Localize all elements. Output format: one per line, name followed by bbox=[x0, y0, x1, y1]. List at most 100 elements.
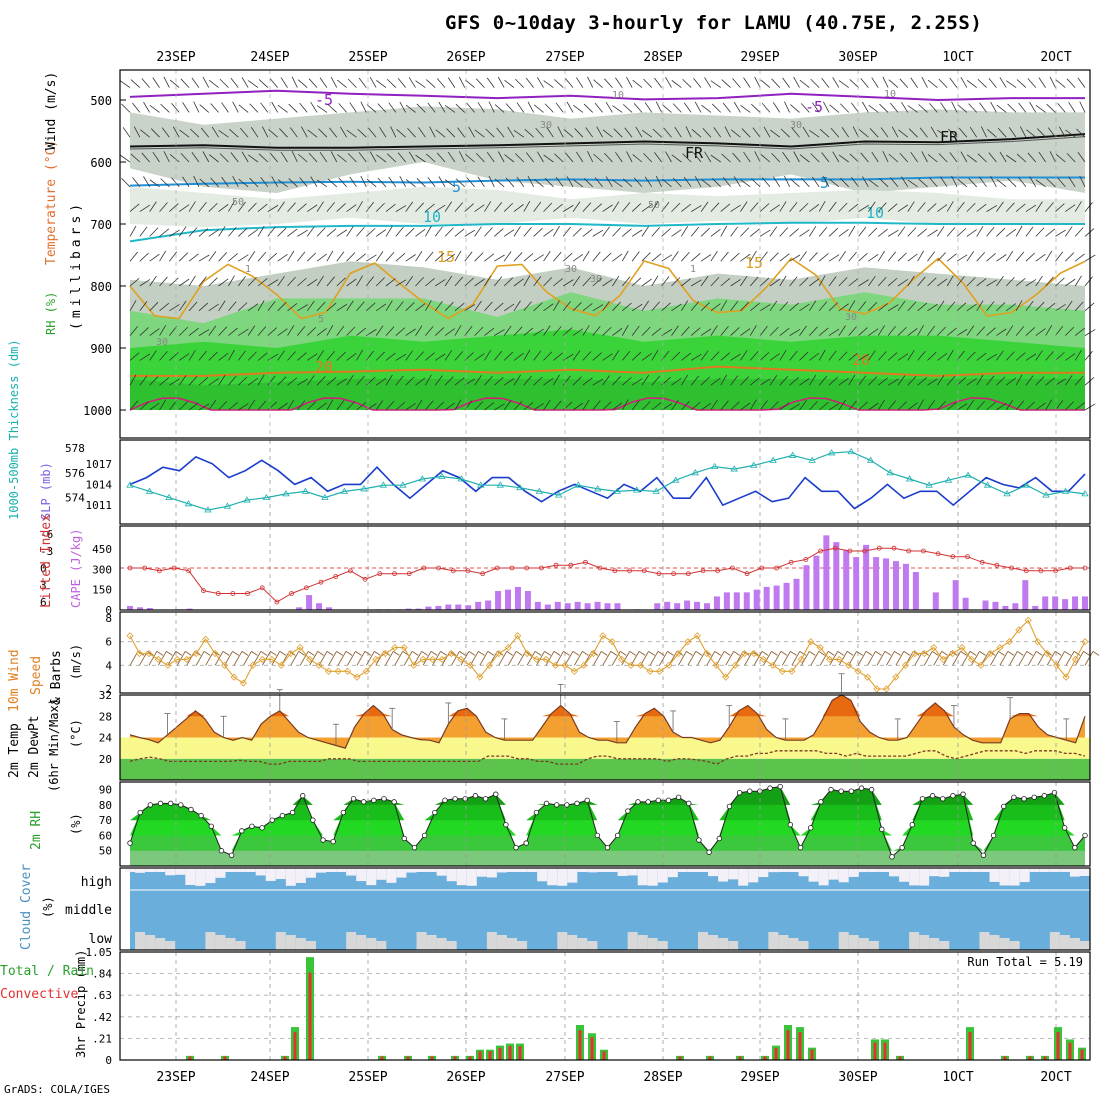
li-tick-label: 3 bbox=[40, 579, 47, 592]
wind-barb-10m bbox=[555, 651, 564, 666]
wind-barb bbox=[513, 204, 524, 212]
li-marker bbox=[876, 545, 882, 551]
thickness-marker bbox=[126, 481, 134, 488]
wind-barb bbox=[898, 129, 909, 138]
wind-barb bbox=[633, 103, 643, 113]
wind-barb-flag bbox=[1054, 650, 1062, 656]
wind-barb bbox=[594, 102, 603, 113]
date-label-bottom: 27SEP bbox=[545, 1070, 584, 1085]
wind-barb bbox=[1045, 250, 1053, 262]
high-cloud-clear bbox=[718, 868, 729, 882]
wind-barb bbox=[375, 277, 385, 287]
wind-barb bbox=[553, 326, 562, 336]
wind-barb bbox=[316, 301, 326, 312]
wind-barb bbox=[665, 77, 672, 88]
wind-barb bbox=[779, 275, 787, 287]
precip-panel-frame bbox=[119, 951, 1091, 1061]
wind-barb bbox=[535, 127, 544, 138]
thickness-marker bbox=[243, 496, 251, 503]
wind-speed-marker bbox=[845, 661, 853, 669]
wind-barb bbox=[503, 351, 514, 361]
contour-label: 10 bbox=[423, 208, 441, 226]
precip-convective-bar bbox=[406, 1056, 410, 1060]
wind-barb bbox=[720, 300, 728, 311]
wind-barb bbox=[632, 154, 643, 163]
wind-barb bbox=[399, 101, 407, 113]
cape-bar bbox=[127, 605, 133, 610]
wind-barb bbox=[379, 126, 387, 138]
wind-barb bbox=[789, 228, 799, 237]
wind-barb bbox=[297, 352, 307, 361]
wind-barb-flag bbox=[837, 650, 844, 656]
li-marker bbox=[347, 568, 353, 574]
wind-barb bbox=[434, 279, 446, 287]
rh-marker bbox=[635, 799, 641, 805]
wind-barb bbox=[149, 350, 157, 361]
high-cloud-clear bbox=[1009, 868, 1020, 886]
wind-barb bbox=[832, 151, 840, 163]
wind-barb bbox=[769, 326, 779, 336]
precip-convective-bar bbox=[1080, 1049, 1084, 1060]
wind-barb bbox=[937, 129, 948, 138]
wind-barb bbox=[878, 303, 888, 312]
thickness-marker bbox=[399, 481, 407, 488]
wind-barb bbox=[426, 79, 436, 88]
wind-barb bbox=[239, 127, 249, 138]
wind-barb bbox=[188, 275, 196, 287]
rh-marker bbox=[371, 797, 377, 804]
wind-barb-10m bbox=[148, 651, 158, 666]
precip-convective-bar bbox=[380, 1056, 384, 1060]
wind-barb bbox=[347, 153, 357, 163]
wind-barb bbox=[730, 375, 739, 386]
li-marker bbox=[641, 568, 647, 574]
wind-barb bbox=[271, 101, 279, 113]
wind-barb bbox=[927, 203, 937, 212]
wind-barb bbox=[936, 300, 945, 312]
wind-barb bbox=[1065, 353, 1076, 361]
wind-barb bbox=[583, 103, 594, 113]
wind-barb bbox=[505, 103, 515, 113]
high-cloud-clear bbox=[708, 868, 719, 877]
wind-barb bbox=[651, 227, 660, 237]
li-axis-label: Lifted Index bbox=[39, 514, 54, 608]
wind-barb bbox=[287, 303, 298, 312]
wind-barb bbox=[691, 129, 702, 138]
wind-barb bbox=[641, 278, 652, 287]
wind-barb bbox=[172, 126, 180, 138]
low-cloud-clear bbox=[868, 941, 879, 950]
rh-marker bbox=[807, 825, 814, 831]
high-cloud-clear bbox=[295, 868, 306, 883]
precip-convective-label: Convective bbox=[0, 987, 78, 1002]
wind-barb bbox=[720, 326, 729, 336]
wind-barb bbox=[852, 126, 859, 138]
wind-barb bbox=[455, 103, 466, 113]
wind-barb bbox=[1074, 376, 1084, 386]
wind-barb bbox=[789, 302, 799, 312]
low-cloud-clear bbox=[507, 938, 517, 950]
wind-barb bbox=[809, 204, 820, 212]
wind-barb bbox=[179, 129, 190, 138]
wind-barb bbox=[877, 325, 885, 336]
wind-barb bbox=[1076, 128, 1086, 138]
wind-barb bbox=[385, 352, 396, 361]
wind-barb bbox=[690, 401, 701, 411]
wind-barb bbox=[818, 301, 828, 312]
wind-barb bbox=[523, 375, 532, 386]
wind-barb bbox=[434, 375, 443, 386]
contour-label: FR bbox=[940, 128, 959, 146]
cape-bar bbox=[296, 607, 303, 610]
wind-barb bbox=[710, 276, 720, 287]
wind-barb bbox=[949, 152, 958, 163]
wind-barb bbox=[169, 203, 179, 212]
rh-marker bbox=[300, 793, 306, 799]
high-cloud-clear bbox=[527, 868, 538, 872]
wind-barb bbox=[497, 76, 505, 88]
wind-barb bbox=[818, 327, 829, 336]
wind-barb bbox=[208, 154, 219, 163]
wind-barb bbox=[171, 177, 180, 188]
wind-barb bbox=[395, 301, 404, 312]
wind-speed-marker bbox=[618, 655, 626, 663]
rh-marker bbox=[950, 793, 956, 799]
wind-barb bbox=[257, 300, 265, 312]
wind-barb bbox=[779, 201, 787, 212]
